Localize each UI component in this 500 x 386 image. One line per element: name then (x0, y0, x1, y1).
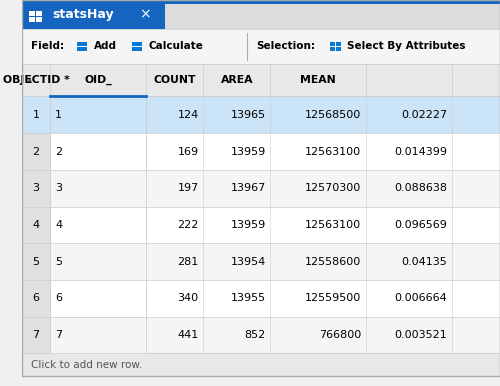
Bar (22, 96, 500, 133)
Text: 7: 7 (32, 330, 40, 340)
Bar (132, 47, 136, 51)
Text: 13959: 13959 (230, 220, 266, 230)
Bar (29, 11, 34, 16)
Text: COUNT: COUNT (154, 75, 196, 85)
Bar (82, 47, 87, 51)
Text: 124: 124 (178, 110, 199, 120)
Bar (330, 47, 335, 51)
Bar (50, 170, 146, 207)
Text: OBJECTID *: OBJECTID * (2, 75, 70, 85)
Bar (50, 243, 146, 280)
Bar (36, 17, 42, 22)
Bar (76, 47, 82, 51)
Bar (22, 0, 500, 4)
Text: 12563100: 12563100 (305, 147, 362, 156)
Text: 12558600: 12558600 (305, 257, 362, 266)
Bar (22, 243, 500, 280)
Bar (22, 0, 500, 29)
Bar (22, 29, 500, 64)
Text: 2: 2 (55, 147, 62, 156)
Bar (22, 170, 50, 207)
Bar (36, 11, 42, 16)
Text: 13965: 13965 (230, 110, 266, 120)
Text: 3: 3 (32, 183, 40, 193)
Text: Selection:: Selection: (256, 41, 315, 51)
Bar (330, 42, 335, 46)
Text: 7: 7 (55, 330, 62, 340)
Text: Calculate: Calculate (148, 41, 204, 51)
Text: 12568500: 12568500 (305, 110, 362, 120)
Text: 13959: 13959 (230, 147, 266, 156)
Text: Add: Add (94, 41, 116, 51)
Text: 169: 169 (178, 147, 199, 156)
Bar (22, 170, 500, 207)
Bar (22, 0, 165, 29)
Text: 852: 852 (244, 330, 266, 340)
Text: 4: 4 (32, 220, 40, 230)
Bar (336, 42, 340, 46)
Text: 13955: 13955 (230, 293, 266, 303)
Bar (22, 317, 50, 353)
Text: 12563100: 12563100 (305, 220, 362, 230)
Text: AREA: AREA (220, 75, 253, 85)
Text: Select By Attributes: Select By Attributes (347, 41, 466, 51)
Bar (50, 96, 146, 133)
Bar (138, 47, 142, 51)
Text: OID_: OID_ (84, 75, 112, 85)
Bar (82, 42, 87, 46)
Bar (22, 64, 500, 96)
Text: 3: 3 (55, 183, 62, 193)
Text: ×: × (139, 7, 150, 22)
Bar (29, 17, 34, 22)
Text: 222: 222 (178, 220, 199, 230)
Bar (22, 317, 500, 353)
Bar (50, 133, 146, 170)
Text: statsHay: statsHay (53, 8, 114, 21)
Text: 12559500: 12559500 (305, 293, 362, 303)
Bar (132, 42, 136, 46)
Bar (22, 133, 50, 170)
Text: Field:: Field: (32, 41, 64, 51)
Text: 5: 5 (55, 257, 62, 266)
Bar (138, 42, 142, 46)
Bar (50, 207, 146, 243)
Text: 12570300: 12570300 (305, 183, 362, 193)
Bar (22, 280, 500, 317)
Text: 2: 2 (32, 147, 40, 156)
Text: 281: 281 (178, 257, 199, 266)
Text: 13967: 13967 (230, 183, 266, 193)
Bar (22, 133, 500, 170)
Bar (22, 243, 50, 280)
Text: Click to add new row.: Click to add new row. (32, 360, 142, 370)
Text: 441: 441 (178, 330, 199, 340)
Text: 1: 1 (32, 110, 40, 120)
Text: ▲: ▲ (26, 77, 32, 83)
Text: 13954: 13954 (230, 257, 266, 266)
Text: 0.096569: 0.096569 (394, 220, 448, 230)
Text: 0.04135: 0.04135 (402, 257, 448, 266)
Text: 6: 6 (55, 293, 62, 303)
Text: 340: 340 (178, 293, 199, 303)
Text: 766800: 766800 (319, 330, 362, 340)
Text: 0.088638: 0.088638 (394, 183, 448, 193)
Bar (22, 96, 50, 133)
Text: 0.02227: 0.02227 (402, 110, 448, 120)
Bar (22, 207, 500, 243)
Text: 0.006664: 0.006664 (394, 293, 448, 303)
Text: 0.014399: 0.014399 (394, 147, 448, 156)
Bar (76, 42, 82, 46)
Bar (22, 207, 50, 243)
Text: 5: 5 (32, 257, 40, 266)
Text: MEAN: MEAN (300, 75, 336, 85)
Bar (50, 317, 146, 353)
Bar (22, 280, 50, 317)
Bar (22, 353, 500, 376)
Bar (50, 280, 146, 317)
Bar (336, 47, 340, 51)
Text: 4: 4 (55, 220, 62, 230)
Text: 1: 1 (55, 110, 62, 120)
Text: 197: 197 (178, 183, 199, 193)
Text: 0.003521: 0.003521 (394, 330, 448, 340)
Text: 6: 6 (32, 293, 40, 303)
